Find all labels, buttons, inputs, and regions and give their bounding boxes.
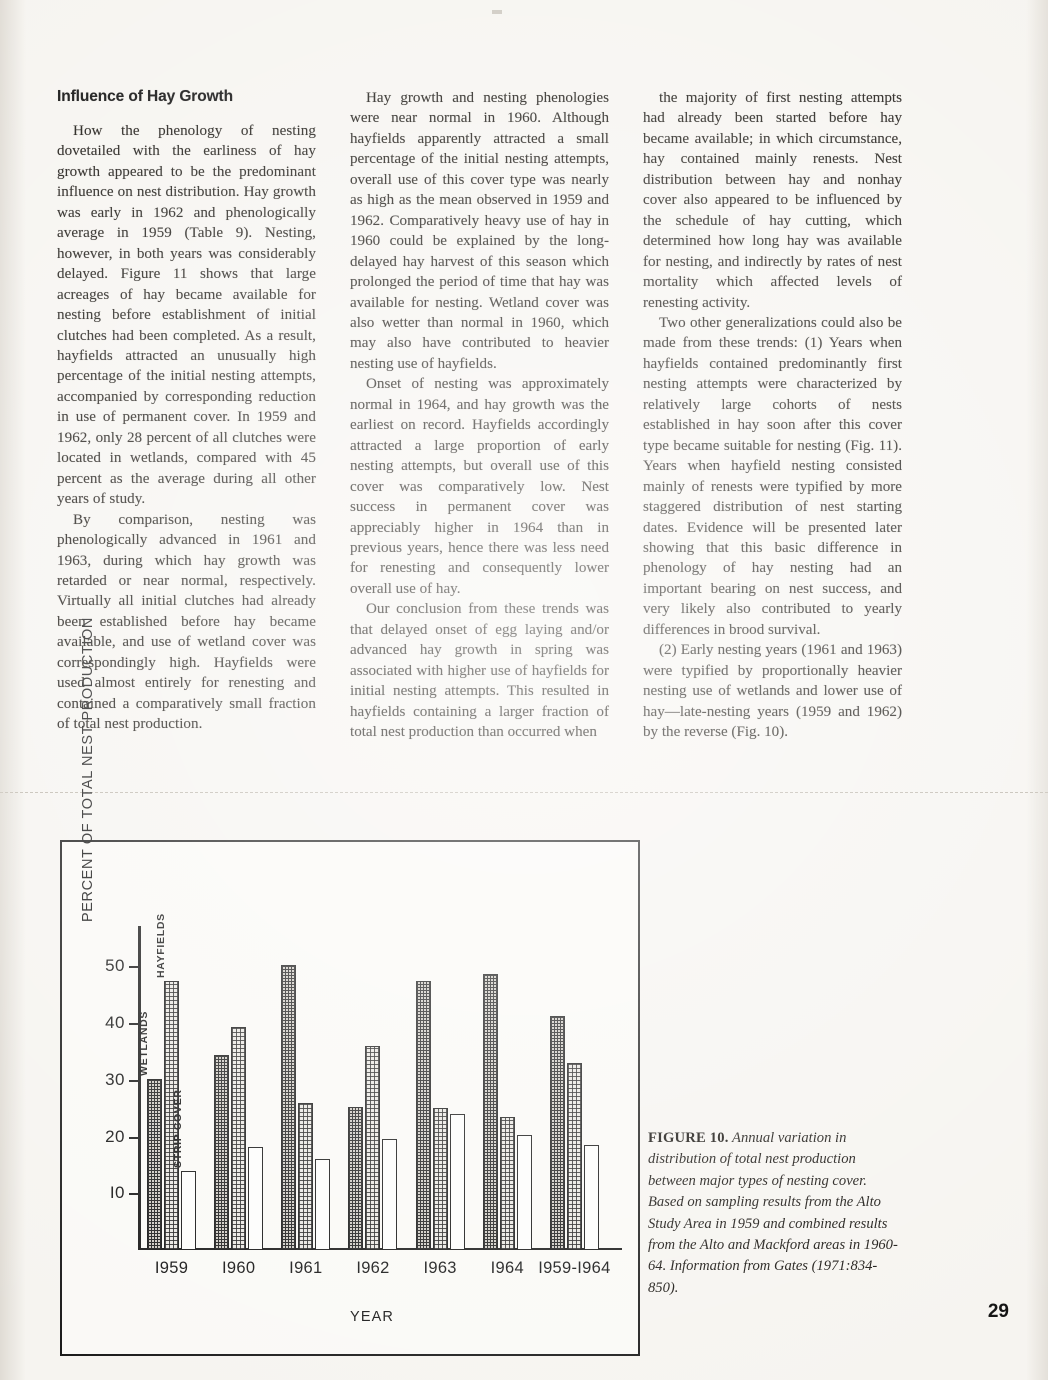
text-column-2: Hay growth and nesting phenologies were … <box>350 88 609 743</box>
tick-mark <box>129 1023 138 1026</box>
figure-caption: FIGURE 10. Annual variation in distribut… <box>648 1128 906 1299</box>
paragraph: Two other generalizations could also be … <box>643 314 902 638</box>
y-tick-label: 20 <box>105 1126 125 1146</box>
bar-strip-cover-1963 <box>449 1113 465 1250</box>
paragraph: Onset of nesting was approximately norma… <box>350 376 609 597</box>
x-tick-label-1959: I959 <box>154 1259 189 1277</box>
x-tick-label-1963: I963 <box>423 1259 457 1277</box>
bar-hayfields-1963 <box>432 1108 448 1250</box>
bar-hayfields-1961 <box>298 1103 314 1250</box>
bar-chart: PERCENT OF TOTAL NEST PRODUCTION I0 20 30 4… <box>62 617 638 1354</box>
x-axis-label: YEAR <box>350 1309 394 1325</box>
bar-strip-cover-1959: STRIP COVER <box>172 1089 197 1250</box>
page-number: 29 <box>987 1301 1009 1322</box>
x-tick-label-1962: I962 <box>356 1259 390 1277</box>
bar-groups: WETLANDS HAYFIELDS STRIP COVER I959 I960 I961… <box>138 913 611 1277</box>
series-key-wetlands: WETLANDS <box>137 1011 150 1077</box>
paragraph: Our conclusion from these trends was tha… <box>350 601 609 741</box>
bar-hayfields-1959-1964 <box>566 1062 582 1250</box>
tick-mark <box>129 1079 138 1082</box>
bar-wetlands-1963 <box>415 980 431 1250</box>
bar-group-1964: I964 <box>474 938 541 1277</box>
page-fold-line <box>0 792 1048 794</box>
bar-wetlands-1960 <box>214 1054 230 1250</box>
y-tick-label: 50 <box>105 956 125 976</box>
y-axis-label: PERCENT OF TOTAL NEST PRODUCTION <box>80 617 96 922</box>
bar-strip-cover-1960 <box>248 1146 264 1250</box>
text-columns: Influence of Hay Growth How the phenolog… <box>57 88 902 743</box>
paragraph: How the phenology of nesting dovetailed … <box>57 123 316 508</box>
x-tick-label-1960: I960 <box>222 1259 256 1277</box>
figure-caption-label: FIGURE 10. <box>648 1130 729 1146</box>
bar-hayfields-1964 <box>499 1116 515 1250</box>
y-tick-label: I0 <box>109 1183 125 1203</box>
bar-group-1959-1964: I959-I964 <box>538 938 610 1277</box>
x-tick-label-1964: I964 <box>490 1259 524 1277</box>
tick-mark <box>129 1193 138 1196</box>
bar-group-1963: I963 <box>407 938 474 1277</box>
bar-wetlands-1964 <box>482 974 498 1250</box>
tick-mark <box>129 966 138 969</box>
bar-hayfields-1960 <box>231 1026 247 1250</box>
series-key-strip-cover: STRIP COVER <box>171 1089 184 1169</box>
figure-10-box: PERCENT OF TOTAL NEST PRODUCTION I0 20 30 4… <box>60 617 640 1356</box>
bar-wetlands-1962 <box>348 1107 364 1250</box>
bar-strip-cover-1962 <box>382 1139 398 1250</box>
bar-group-1960: I960 <box>205 938 272 1277</box>
bar-strip-cover-1959-1964 <box>583 1144 599 1250</box>
plot-area: I0 20 30 40 50 WETLANDS HAYFIELDS STRIP COVER I… <box>105 913 622 1277</box>
registration-mark <box>492 10 502 14</box>
paragraph: Hay growth and nesting phenologies were … <box>350 90 609 372</box>
y-tick-label: 40 <box>105 1012 125 1032</box>
bar-group-1961: I961 <box>272 938 339 1277</box>
bar-wetlands-1961 <box>281 964 297 1250</box>
series-key-hayfields: HAYFIELDS <box>154 912 167 978</box>
bar-wetlands-1959: WETLANDS <box>138 1011 163 1250</box>
paragraph: (2) Early nesting years (1961 and 1963) … <box>643 642 902 741</box>
section-heading: Influence of Hay Growth <box>57 88 233 105</box>
text-column-3: the majority of first nesting attempts h… <box>643 88 902 743</box>
figure-caption-text: Annual variation in distribution of tota… <box>648 1130 898 1296</box>
bar-wetlands-1959-1964 <box>549 1016 565 1250</box>
bar-group-1962: I962 <box>339 938 406 1277</box>
y-tick-label: 30 <box>105 1069 125 1089</box>
tick-mark <box>129 1136 138 1139</box>
bar-strip-cover-1961 <box>315 1158 331 1250</box>
bar-strip-cover-1964 <box>516 1135 532 1250</box>
bar-group-1959: WETLANDS HAYFIELDS STRIP COVER I959 <box>138 913 205 1277</box>
bar-hayfields-1962 <box>365 1046 381 1250</box>
x-tick-label-1961: I961 <box>289 1259 323 1277</box>
x-axis-label-wrap: YEAR <box>122 1308 622 1326</box>
paragraph: the majority of first nesting attempts h… <box>643 90 902 311</box>
x-tick-label-1959-1964: I959-I964 <box>538 1259 611 1277</box>
